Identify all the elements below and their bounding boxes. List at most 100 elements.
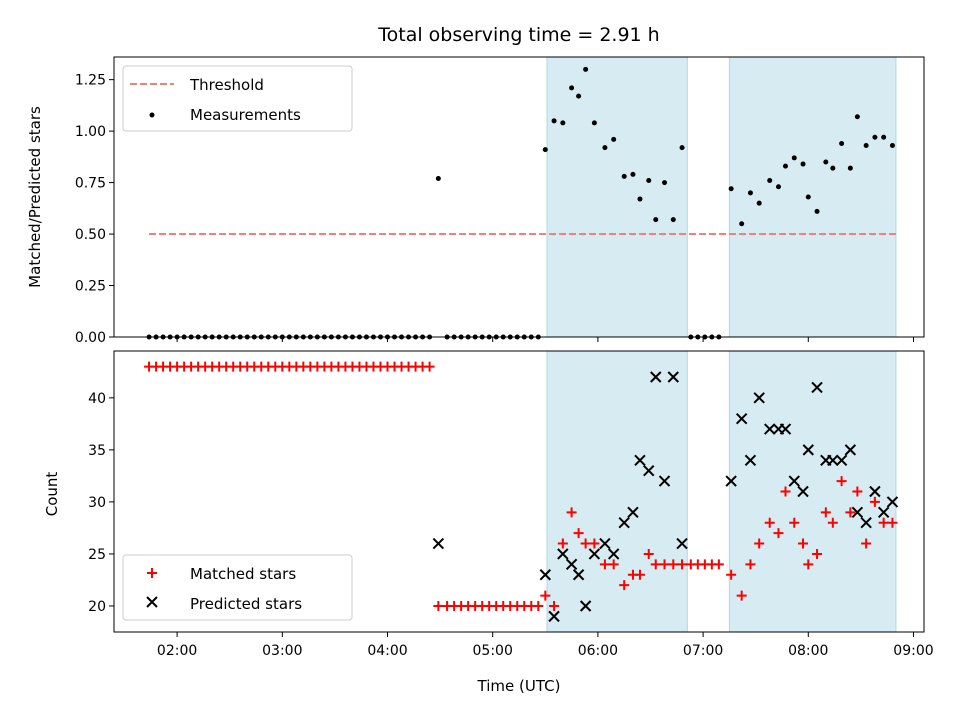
predicted-star-point [788, 475, 800, 487]
predicted-star-point [599, 537, 611, 550]
bottom-y-tick-label: 25 [88, 547, 106, 563]
predicted-star-point [667, 371, 679, 383]
matched-star-point [812, 548, 823, 559]
measurement-point [863, 143, 869, 149]
matched-star-point [726, 569, 737, 580]
measurement-point [739, 221, 745, 227]
x-tick-label: 03:00 [262, 643, 302, 659]
matched-star-point [533, 600, 544, 611]
measurement-point [646, 178, 652, 184]
predicted-star-point [735, 412, 748, 425]
predicted-star-point [811, 381, 823, 394]
predicted-star-point [579, 600, 592, 612]
predicted-star-point [588, 548, 601, 560]
legend-predicted-swatch [146, 596, 158, 608]
measurement-point [847, 165, 853, 171]
x-tick-label: 04:00 [367, 643, 407, 659]
legend-threshold-label: Threshold [189, 76, 264, 94]
measurement-point [872, 134, 878, 140]
x-axis-label: Time (UTC) [477, 677, 561, 695]
predicted-star-point [565, 558, 578, 571]
measurement-point [542, 147, 548, 153]
measurement-point [889, 143, 895, 149]
top-observing-span-2 [728, 56, 897, 338]
bottom-y-tick-label: 20 [88, 599, 106, 615]
measurement-point [637, 196, 643, 202]
measurement-point [560, 120, 566, 126]
predicted-star-point [851, 506, 864, 519]
predicted-star-point [650, 371, 662, 383]
bottom-legend: Matched stars Predicted stars [122, 554, 353, 621]
matched-star-point [573, 528, 584, 539]
measurement-point [569, 85, 575, 91]
matched-star-point [773, 528, 784, 539]
matched-star-point [677, 559, 688, 570]
measurement-point [881, 134, 887, 140]
matched-star-point [424, 361, 435, 372]
measurement-point [800, 161, 806, 167]
matched-star-point [634, 569, 645, 580]
predicted-star-point [886, 496, 899, 508]
predicted-star-point [557, 548, 569, 560]
figure-title: Total observing time = 2.91 h [377, 24, 659, 46]
measurement-point [591, 120, 597, 126]
predicted-star-point [432, 537, 445, 550]
matched-star-point [580, 538, 591, 549]
legend-matched-label: Matched stars [190, 565, 296, 583]
predicted-star-point [764, 423, 776, 435]
matched-star-point [589, 538, 600, 549]
matched-star-point [764, 517, 775, 528]
predicted-star-point [779, 423, 792, 435]
measurement-point [782, 163, 788, 169]
measurement-point [576, 93, 582, 99]
matched-star-point [820, 507, 831, 518]
measurement-point [814, 208, 820, 214]
x-tick-label: 06:00 [578, 643, 618, 659]
matched-star-point [643, 548, 654, 559]
predicted-star-point [676, 537, 688, 550]
matched-star-point [433, 600, 444, 611]
matched-star-point [608, 559, 619, 570]
measurement-point [791, 155, 797, 161]
top-y-axis-label: Matched/Predicted stars [26, 106, 44, 288]
matched-star-point [789, 517, 800, 528]
predicted-star-point [860, 517, 872, 529]
bottom-legend-frame [122, 554, 353, 621]
predicted-star-point [634, 454, 646, 466]
measurement-point [583, 66, 589, 72]
x-tick-label: 05:00 [473, 643, 513, 659]
measurement-point [854, 114, 860, 120]
predicted-stars-series [432, 371, 899, 623]
predicted-star-point [548, 610, 560, 623]
matched-star-point [798, 538, 809, 549]
matched-star-point [713, 559, 724, 570]
measurement-point [662, 180, 668, 186]
top-observing-span-1 [546, 56, 688, 338]
predicted-star-point [869, 485, 881, 498]
measurement-point [551, 118, 557, 124]
bottom-observing-span-1 [546, 350, 688, 633]
measurement-point [621, 173, 627, 179]
legend-matched-swatch [147, 568, 157, 578]
predicted-star-point [539, 569, 552, 581]
matched-star-point [650, 559, 661, 570]
matched-star-point [599, 559, 610, 570]
measurement-point [435, 175, 441, 181]
predicted-star-point [744, 454, 757, 466]
measurement-point [756, 200, 762, 206]
x-tick-label: 07:00 [683, 643, 723, 659]
matched-star-point [861, 538, 872, 549]
predicted-star-point [643, 464, 655, 477]
bottom-observing-span-2 [728, 350, 897, 633]
matched-star-point [754, 538, 765, 549]
matched-star-point [803, 559, 814, 570]
top-panel: 0.00 0.25 0.50 0.75 1.00 1.25 Threshold Measure… [75, 56, 925, 346]
matched-star-point [745, 559, 756, 570]
measurement-point [670, 217, 676, 223]
top-y-tick-label: 1.00 [75, 124, 106, 140]
matched-star-point [540, 590, 551, 601]
top-y-tick-label: 0.75 [75, 176, 106, 192]
measurement-point [630, 171, 636, 177]
matched-star-point [619, 580, 630, 591]
